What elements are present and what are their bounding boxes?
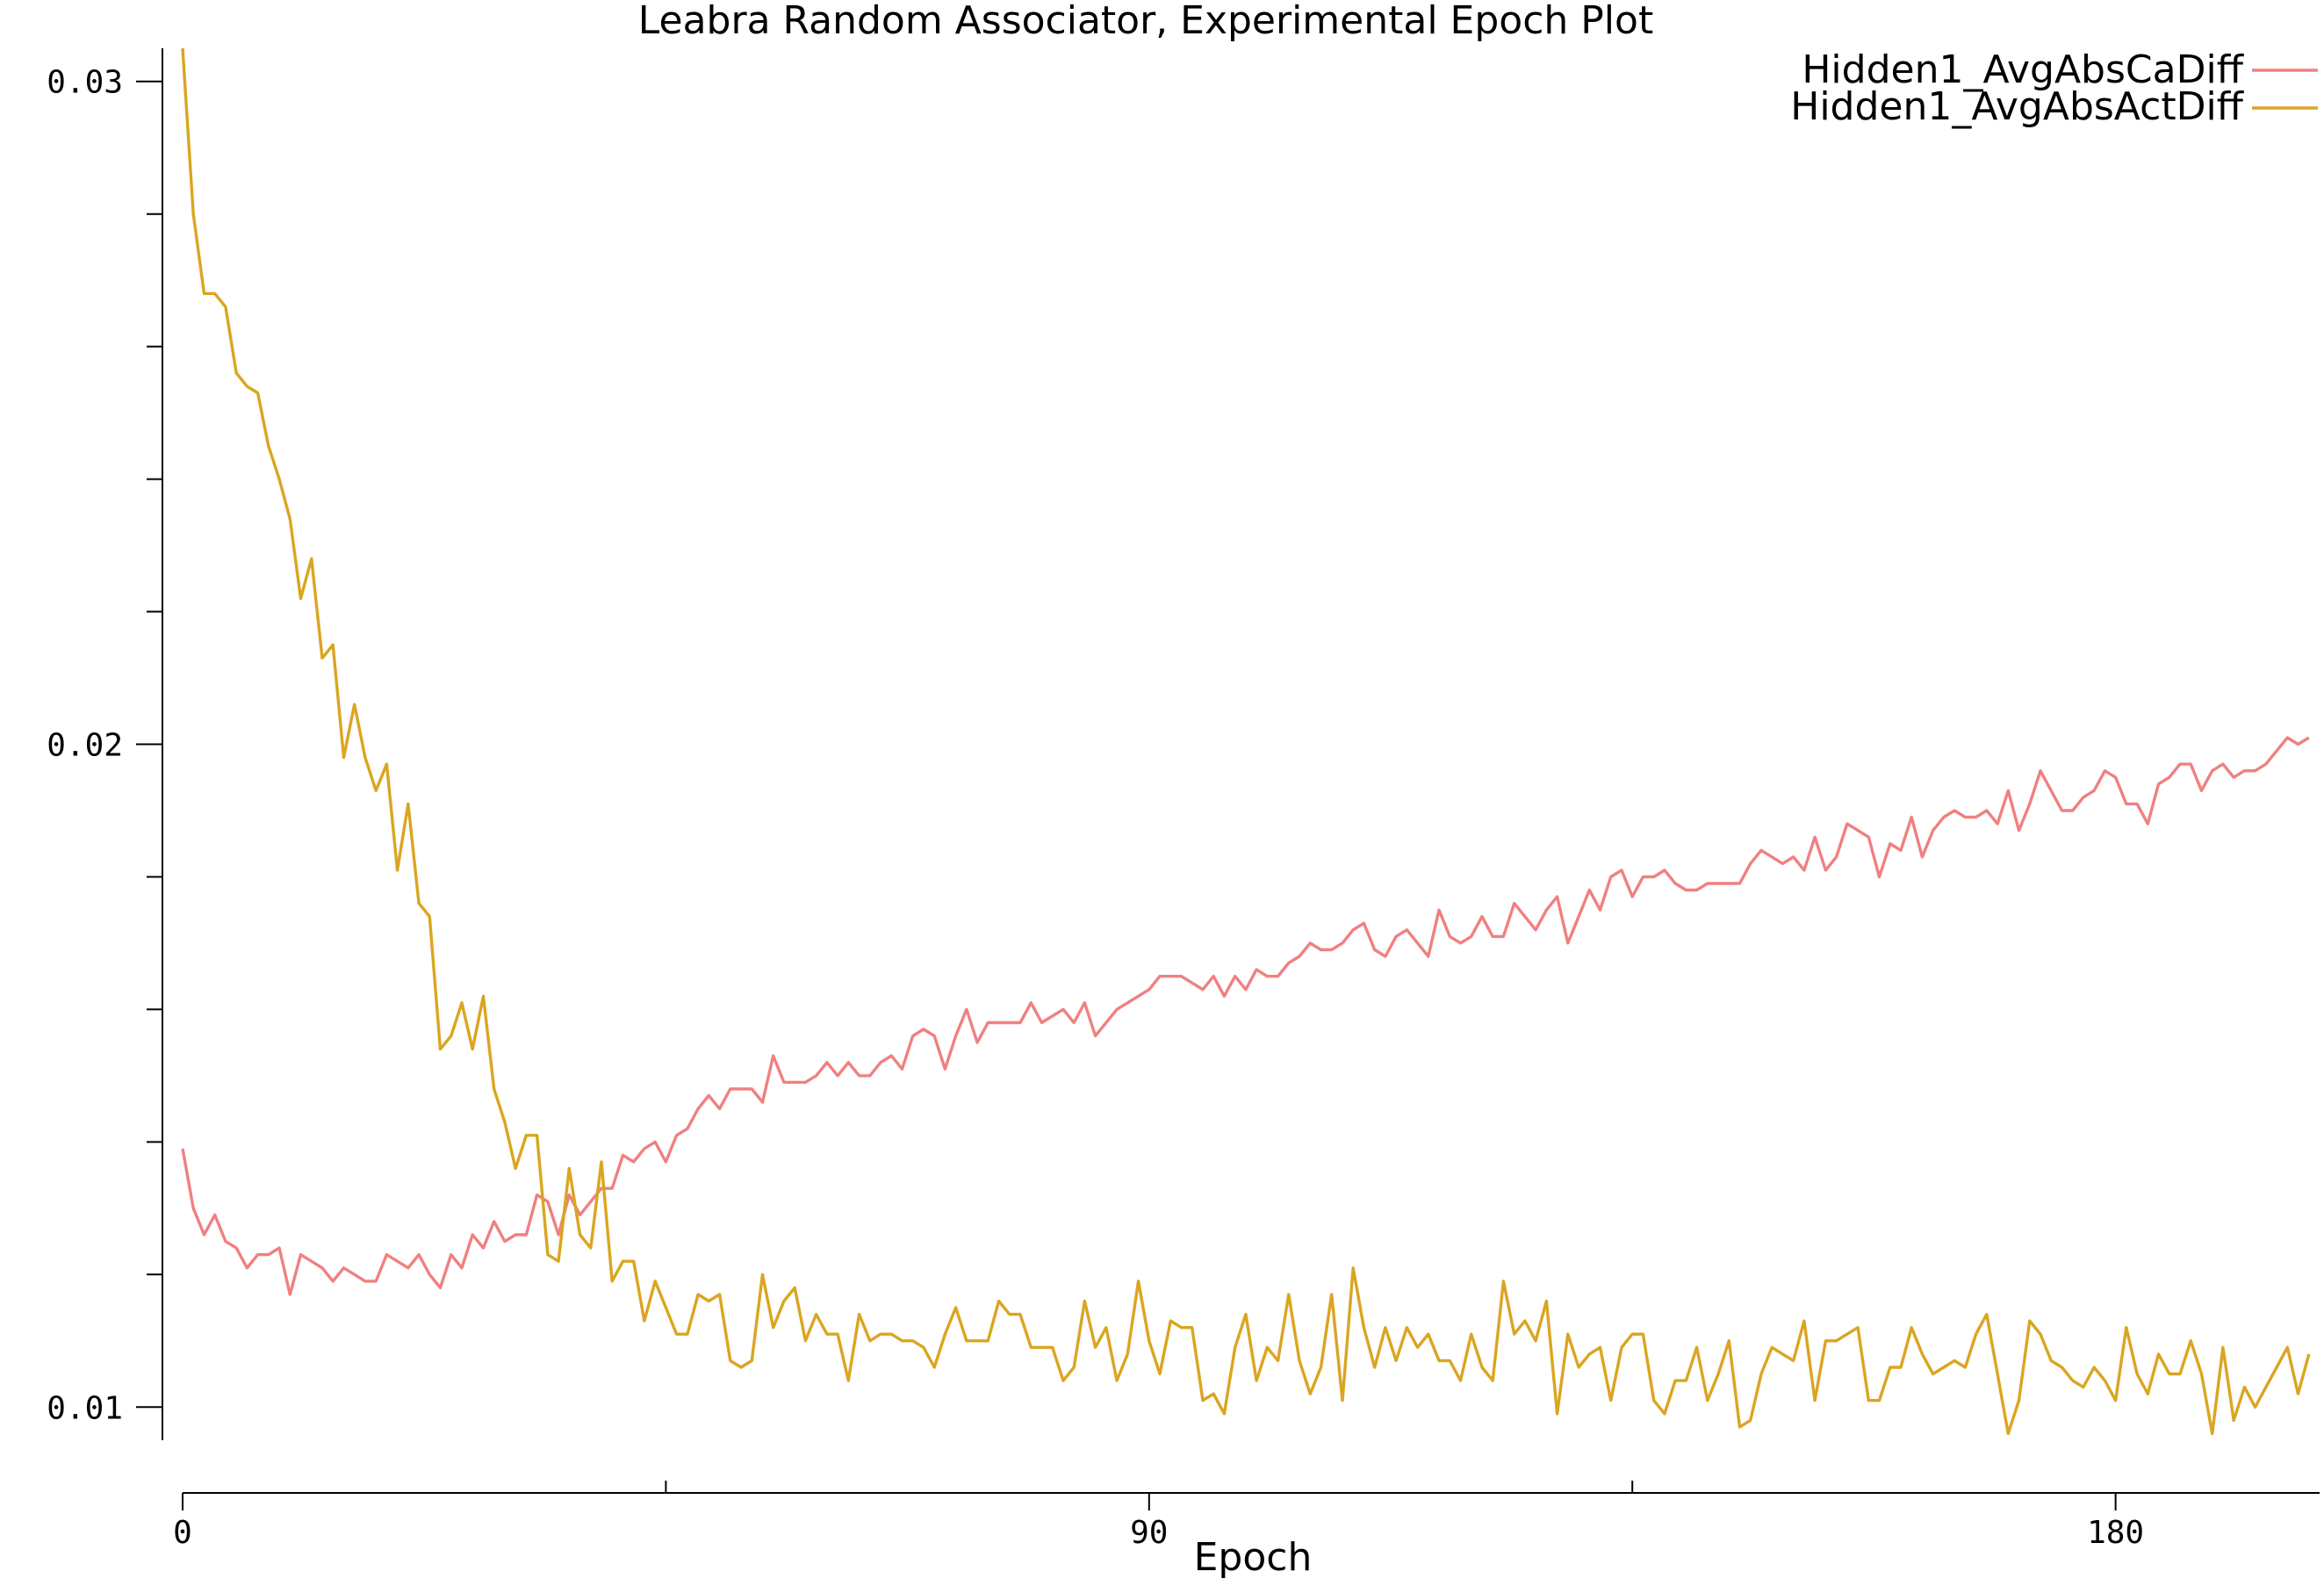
chart-title: Leabra Random Associator, Experimental E…	[638, 0, 1653, 43]
y-tick-label: 0.02	[47, 728, 123, 764]
series-line-0	[181, 736, 2310, 1296]
x-axis: 0 90 180	[173, 1481, 2320, 1551]
y-tick-label: 0.03	[47, 65, 123, 101]
legend-label-1: Hidden1_AvgAbsActDiff	[1790, 84, 2244, 129]
x-tick-label: 180	[2087, 1515, 2144, 1551]
series-group	[181, 47, 2311, 1436]
y-axis: 0.01 0.02 0.03	[47, 48, 163, 1440]
x-tick-label: 90	[1130, 1515, 1168, 1551]
legend: Hidden1_AvgAbsCaDiff Hidden1_AvgAbsActDi…	[1790, 47, 2318, 129]
x-tick-label: 0	[173, 1515, 192, 1551]
y-tick-label: 0.01	[47, 1390, 123, 1426]
x-axis-label: Epoch	[1194, 1535, 1313, 1580]
legend-label-0: Hidden1_AvgAbsCaDiff	[1802, 47, 2244, 92]
series-line-1	[181, 47, 2311, 1436]
